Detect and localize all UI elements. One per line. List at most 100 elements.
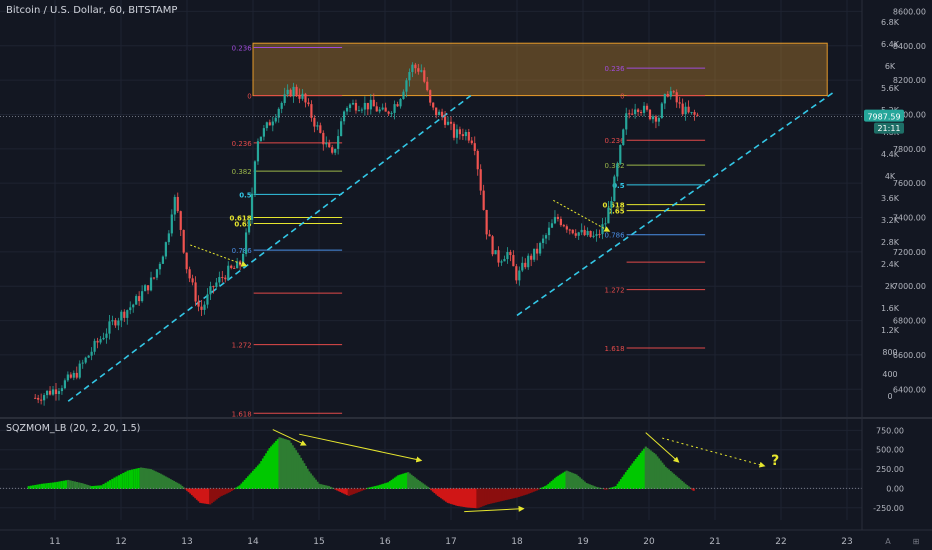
candle-body (182, 229, 185, 253)
x-tick-label: 13 (181, 537, 192, 547)
candle-body (304, 93, 307, 103)
momentum-bar (280, 437, 283, 489)
momentum-bar (654, 454, 657, 489)
candle-body (194, 282, 197, 302)
symbol-title[interactable]: Bitcoin / U.S. Dollar, 60, BITSTAMP (6, 5, 178, 16)
momentum-bar (502, 488, 505, 501)
candle-body (340, 121, 343, 137)
candle-body (149, 277, 153, 291)
candle-body (45, 390, 49, 396)
momentum-bar (346, 488, 349, 496)
momentum-bar (516, 488, 519, 498)
momentum-bar (430, 488, 433, 491)
candle-body (66, 374, 69, 381)
momentum-bar (517, 488, 520, 497)
candle-body (509, 251, 512, 256)
fib-left-label: 0.65 (234, 221, 251, 229)
momentum-bar (357, 488, 360, 493)
x-tick-label: 23 (841, 537, 852, 547)
momentum-bar (380, 484, 383, 489)
momentum-bar (303, 463, 306, 489)
candle-body (75, 372, 78, 378)
momentum-bar (458, 488, 461, 507)
candle-body (319, 125, 322, 133)
y-tick-label: 8600.00 (893, 7, 926, 16)
price-candles (34, 62, 699, 406)
fib-right-label: 0.5 (612, 182, 625, 190)
x-tick-label: 17 (445, 537, 456, 547)
momentum-bar (217, 488, 220, 498)
momentum-bar (629, 465, 633, 489)
candle-body (233, 267, 236, 269)
momentum-bar (567, 471, 570, 489)
momentum-bar (135, 468, 138, 489)
momentum-bar (685, 485, 689, 489)
momentum-bar (204, 488, 207, 504)
momentum-bar (469, 488, 472, 508)
candle-body (616, 163, 619, 177)
ind-tick-label: -250.00 (873, 504, 904, 513)
candle-body (687, 106, 690, 113)
candle-body (63, 380, 66, 389)
momentum-bar (486, 488, 489, 505)
momentum-bar (181, 485, 184, 489)
momentum-bar (245, 478, 248, 489)
momentum-bar (311, 475, 314, 489)
momentum-bar (624, 472, 628, 489)
momentum-bar (327, 486, 331, 489)
momentum-bar (220, 488, 223, 496)
candle-body (301, 93, 304, 99)
momentum-bar (222, 488, 225, 496)
candle-body (411, 64, 414, 73)
momentum-bar (230, 488, 233, 491)
momentum-bar (271, 444, 274, 489)
momentum-bar (605, 488, 608, 490)
ind-tick-label: 0.00 (886, 484, 904, 493)
momentum-bar (575, 474, 578, 489)
indicator-title[interactable]: SQZMOM_LB (20, 2, 20, 1.5) (6, 423, 141, 434)
momentum-bar (71, 480, 74, 489)
candle-body (390, 112, 393, 114)
candle-body (381, 107, 384, 110)
momentum-bar (397, 475, 400, 489)
momentum-bar (341, 488, 344, 493)
momentum-bar (209, 488, 212, 505)
momentum-bar (286, 439, 289, 489)
momentum-bar (504, 488, 507, 501)
momentum-bar (126, 470, 129, 489)
candle-body (631, 113, 634, 115)
momentum-bar (550, 481, 553, 489)
momentum-bar (537, 488, 540, 490)
candle-body (277, 108, 280, 118)
secondary-tick-label: 0 (887, 392, 892, 401)
momentum-bar (337, 488, 340, 492)
momentum-bar (78, 482, 81, 489)
momentum-bar (644, 446, 647, 489)
momentum-bar (117, 475, 120, 489)
x-tick-label: 18 (511, 537, 523, 547)
momentum-bar (96, 485, 100, 489)
candle-body (158, 263, 162, 270)
candle-body (651, 116, 655, 120)
momentum-bar (398, 474, 402, 489)
momentum-bar (214, 488, 217, 501)
momentum-bar (618, 481, 621, 489)
candle-body (54, 389, 58, 394)
momentum-bar (666, 468, 669, 489)
momentum-bar (649, 450, 652, 489)
annotation-arrow (645, 432, 680, 463)
candle-body (512, 255, 515, 267)
candle-body (678, 102, 681, 104)
momentum-bar (600, 488, 603, 489)
momentum-bar (159, 473, 162, 489)
momentum-bar (104, 482, 107, 489)
momentum-bar (344, 488, 347, 495)
candle-body (458, 129, 462, 135)
momentum-bar (595, 486, 598, 489)
candle-body (452, 123, 456, 138)
momentum-bar (555, 476, 558, 489)
candle-body (325, 142, 328, 145)
candle-body (642, 105, 646, 113)
momentum-bar (263, 455, 266, 489)
